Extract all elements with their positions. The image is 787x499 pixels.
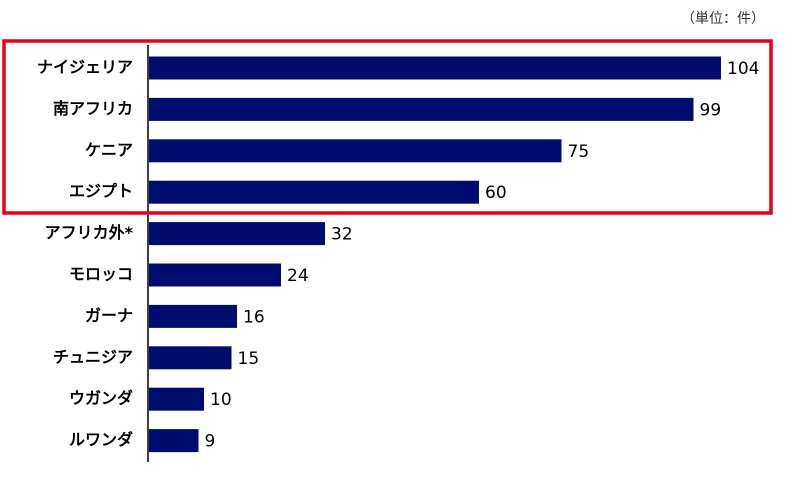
category-label: 南アフリカ (53, 99, 133, 118)
value-label: 75 (568, 142, 590, 162)
category-label: チュニジア (53, 347, 133, 366)
bar (149, 180, 479, 204)
value-label: 99 (700, 100, 722, 120)
highlight-box (2, 39, 773, 215)
category-label: モロッコ (69, 265, 133, 284)
category-label: エジプト (69, 182, 133, 201)
value-label: 16 (243, 307, 265, 327)
bar (149, 56, 721, 80)
value-label: 10 (210, 390, 232, 410)
value-label: 60 (485, 183, 507, 203)
category-label: アフリカ外* (45, 223, 134, 242)
bar (149, 429, 199, 453)
category-label: ガーナ (85, 306, 133, 325)
value-label: 32 (331, 225, 353, 245)
category-label: ルワンダ (69, 430, 133, 449)
category-label: ケニア (85, 140, 133, 159)
bar (149, 304, 237, 328)
bar (149, 222, 325, 246)
value-label: 104 (727, 59, 759, 79)
bar (149, 387, 204, 411)
value-label: 24 (287, 266, 309, 286)
bar (149, 97, 694, 121)
value-label: 9 (205, 432, 216, 452)
unit-note: （単位：件） (681, 11, 765, 27)
bar (149, 263, 281, 287)
category-label: ナイジェリア (37, 58, 133, 77)
bar (149, 346, 232, 370)
value-label: 15 (238, 349, 260, 369)
bar (149, 139, 562, 163)
category-label: ウガンダ (69, 389, 133, 408)
